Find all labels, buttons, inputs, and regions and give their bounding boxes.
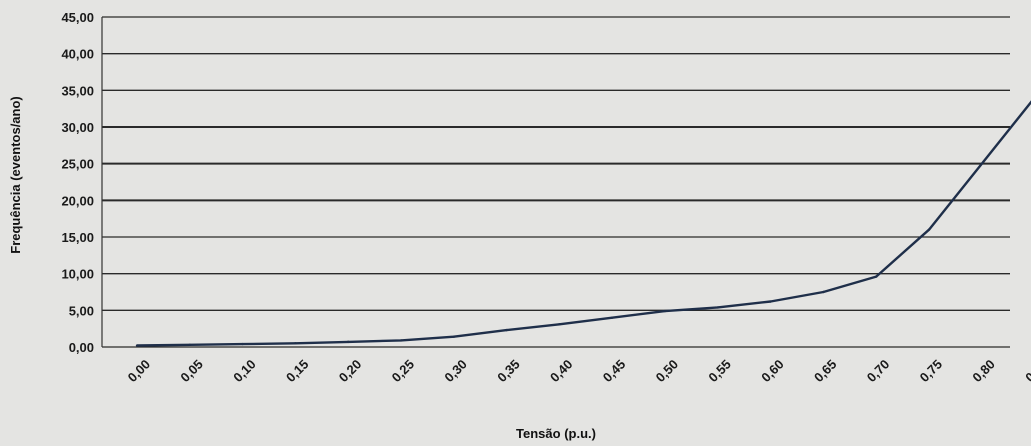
series-line — [136, 100, 1031, 347]
x-tick-label: 0,60 — [758, 357, 787, 386]
data-point — [980, 162, 983, 165]
y-tick-label: 5,00 — [69, 303, 94, 318]
series-layer — [135, 100, 1031, 347]
data-point — [347, 340, 350, 344]
data-point — [822, 290, 825, 294]
x-tick-label: 0,10 — [230, 357, 259, 386]
x-tick-label: 0,80 — [969, 357, 998, 386]
data-point — [135, 344, 139, 347]
x-tick-label: 0,20 — [336, 357, 365, 386]
x-tick-label: 0,25 — [389, 357, 418, 386]
y-tick-label: 40,00 — [61, 47, 94, 62]
data-point — [452, 335, 455, 338]
y-tick-label: 30,00 — [61, 120, 94, 135]
x-tick-label: 0,15 — [283, 357, 312, 386]
y-axis-title: Frequência (eventos/ano) — [8, 96, 23, 253]
y-tick-label: 10,00 — [61, 267, 94, 282]
x-tick-labels: 0,00 0,05 0,10 0,15 0,20 0,25 0,30 0,35 0,40 0,45… — [125, 357, 1031, 386]
data-point — [769, 300, 772, 303]
data-point — [875, 275, 878, 278]
x-tick-label: 0,55 — [705, 357, 734, 386]
x-tick-label: 0,40 — [547, 357, 576, 386]
data-point — [663, 309, 667, 313]
x-tick-label: 0,65 — [811, 357, 840, 386]
x-tick-label: 0,70 — [864, 357, 893, 386]
y-tick-label: 25,00 — [61, 157, 94, 172]
x-tick-label: 0,05 — [177, 357, 206, 386]
data-point — [716, 306, 719, 309]
data-point — [505, 328, 508, 332]
data-point — [188, 343, 191, 346]
data-point — [294, 342, 297, 345]
data-point — [399, 339, 403, 342]
x-tick-label: 0,00 — [125, 357, 154, 386]
y-tick-label: 0,00 — [69, 340, 94, 355]
x-tick-label: 0,35 — [494, 357, 523, 386]
grid-lines — [101, 16, 1010, 348]
x-tick-label: 0,45 — [600, 357, 629, 386]
x-tick-label: 0,30 — [441, 357, 470, 386]
y-tick-label: 15,00 — [61, 230, 94, 245]
y-tick-label: 20,00 — [61, 193, 94, 208]
x-tick-label: 0,85 — [1022, 357, 1031, 386]
data-point — [558, 323, 561, 326]
data-point — [927, 228, 931, 231]
x-axis-title: Tensão (p.u.) — [516, 426, 596, 441]
y-tick-label: 45,00 — [61, 10, 94, 25]
y-tick-label: 35,00 — [61, 83, 94, 98]
x-tick-label: 0,75 — [917, 357, 946, 386]
data-point — [611, 316, 614, 319]
y-tick-labels: 0,00 5,00 10,00 15,00 20,00 25,00 30,00 35,00 40… — [61, 10, 94, 355]
data-point — [241, 342, 244, 346]
x-tick-label: 0,50 — [653, 357, 682, 386]
